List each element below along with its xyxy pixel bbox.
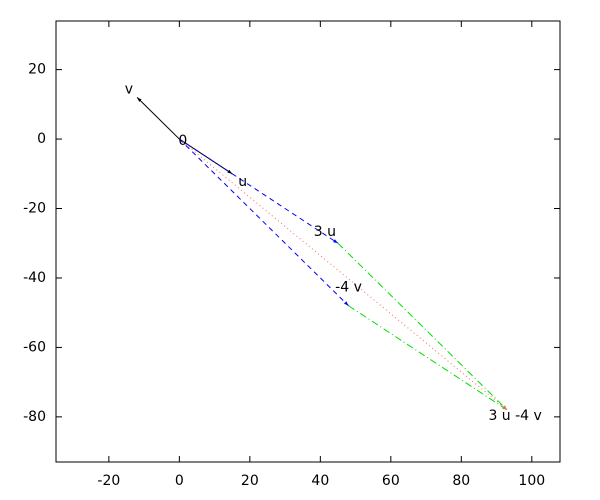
vector-segment [136, 97, 180, 140]
arrow-head [137, 97, 142, 102]
vector-segment [179, 138, 349, 307]
x-tick-label: 40 [311, 473, 329, 489]
arrow-head [333, 239, 338, 244]
vector-segment [337, 242, 508, 411]
x-tick-label: 0 [175, 473, 184, 489]
vector-segment [348, 305, 508, 411]
y-tick-label: -60 [23, 339, 46, 355]
y-tick-label: 0 [37, 131, 46, 147]
x-tick-label: 100 [518, 473, 545, 489]
point-label: -4 v [335, 280, 362, 296]
y-tick-label: -40 [23, 270, 46, 286]
point-label: v [125, 81, 133, 97]
x-tick-label: 20 [241, 473, 259, 489]
x-tick-label: 60 [382, 473, 400, 489]
vector-segment [179, 138, 508, 411]
x-tick-label: 80 [452, 473, 470, 489]
arrow-head [227, 169, 233, 174]
y-tick-label: -80 [23, 409, 46, 425]
point-label: 3 u [314, 224, 336, 240]
arrow-head [502, 405, 508, 410]
point-label: 3 u -4 v [488, 408, 541, 424]
x-tick-label: -20 [97, 473, 120, 489]
y-tick-label: 20 [28, 62, 46, 78]
plot-frame [55, 20, 561, 463]
arrow-head [343, 301, 349, 306]
y-tick-label: -20 [23, 201, 46, 217]
point-label: u [238, 174, 247, 190]
point-label: 0 [178, 133, 187, 149]
vector-segment [179, 138, 339, 244]
